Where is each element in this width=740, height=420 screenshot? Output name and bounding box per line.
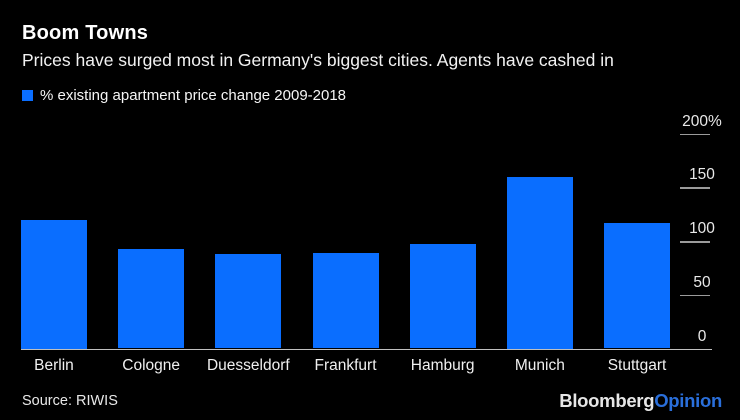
chart-subtitle: Prices have surged most in Germany's big… [22,50,614,70]
x-label-duesseldorf: Duesseldorf [206,357,290,374]
y-tick-50 [680,294,710,297]
legend-swatch-icon [22,90,33,101]
y-tick-label-200: 200% [682,112,722,130]
bar-hamburg [409,244,476,349]
x-label-frankfurt: Frankfurt [314,357,377,374]
y-tick-150 [680,187,710,189]
y-tick-label-50: 50 [693,273,711,291]
x-label-cologne: Cologne [122,357,181,374]
chart-title: Boom Towns [22,22,149,44]
bar-frankfurt [312,252,379,349]
bar-cologne [118,248,185,349]
logo-bloomberg: Bloomberg [559,390,655,411]
legend-label: % existing apartment price change 2009-2… [40,87,347,104]
y-tick-label-150: 150 [689,166,715,184]
source-note: Source: RIWIS [22,393,118,409]
x-label-stuttgart: Stuttgart [607,357,667,374]
bar-munich [506,176,573,349]
x-axis-line [21,348,712,350]
logo-opinion: Opinion [654,390,722,411]
y-tick-label-100: 100 [689,220,715,237]
bar-berlin [21,219,87,349]
bar-duesseldorf [215,253,282,349]
bar-stuttgart [604,222,671,349]
bloomberg-opinion-logo: BloombergOpinion [559,390,722,412]
x-label-hamburg: Hamburg [410,357,475,374]
x-label-munich: Munich [514,357,565,374]
y-tick-label-0: 0 [697,327,707,345]
legend: % existing apartment price change 2009-2… [22,87,346,104]
y-tick-200 [680,133,710,135]
y-tick-100 [680,241,710,243]
x-label-berlin: Berlin [34,357,74,374]
